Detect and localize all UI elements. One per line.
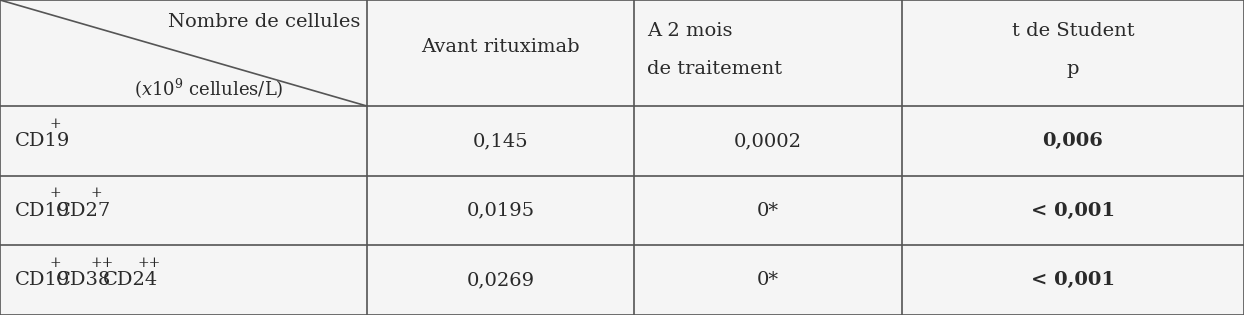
Text: $(x10^9$ cellules/L): $(x10^9$ cellules/L) [133,77,284,101]
Text: CD38: CD38 [56,271,111,289]
Text: A 2 mois: A 2 mois [647,22,733,40]
Text: < 0,001: < 0,001 [1031,202,1115,220]
Text: CD19: CD19 [15,202,71,220]
Text: 0*: 0* [758,271,779,289]
Text: +: + [50,117,61,130]
Text: CD24: CD24 [103,271,158,289]
Text: ++: ++ [91,256,113,270]
Text: 0,145: 0,145 [473,132,529,150]
Text: Nombre de cellules: Nombre de cellules [168,13,361,31]
Text: 0*: 0* [758,202,779,220]
Text: p: p [1066,60,1080,78]
Text: CD27: CD27 [56,202,111,220]
Text: < 0,001: < 0,001 [1031,271,1115,289]
Text: 0,0195: 0,0195 [466,202,535,220]
Text: 0,0269: 0,0269 [466,271,535,289]
Text: Avant rituximab: Avant rituximab [422,38,580,56]
Text: de traitement: de traitement [647,60,782,78]
Text: ++: ++ [138,256,160,270]
Text: 0,006: 0,006 [1042,132,1103,150]
Text: CD19: CD19 [15,132,71,150]
Text: +: + [91,186,102,200]
Text: 0,0002: 0,0002 [734,132,802,150]
Text: +: + [50,186,61,200]
Text: CD19: CD19 [15,271,71,289]
Text: +: + [50,256,61,270]
Text: t de Student: t de Student [1011,22,1135,40]
